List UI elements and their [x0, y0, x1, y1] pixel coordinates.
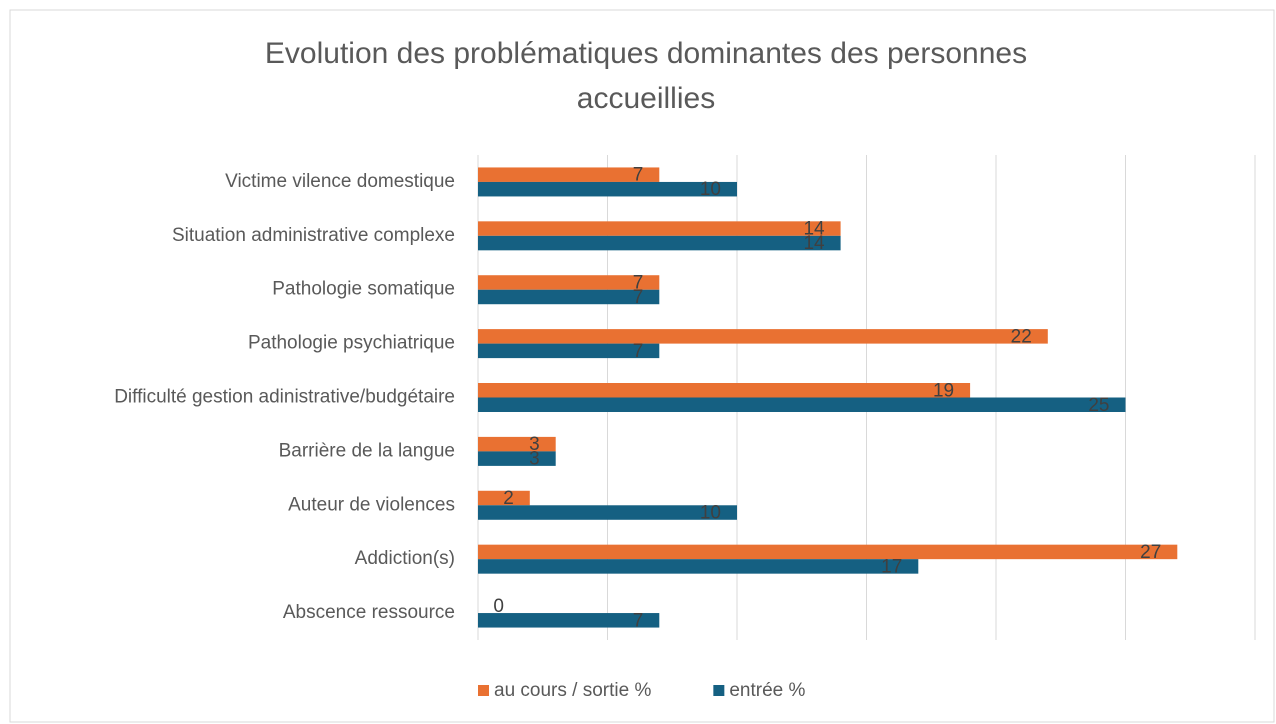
bar — [478, 490, 530, 506]
bar — [478, 451, 556, 466]
data-label: 0 — [493, 596, 504, 617]
bar — [478, 544, 1178, 560]
bar — [478, 275, 660, 290]
bar — [478, 436, 556, 452]
data-label: 19 — [933, 380, 954, 401]
bar — [478, 221, 841, 236]
bar — [478, 397, 1126, 412]
title-line: Evolution des problématiques dominantes … — [265, 37, 1027, 70]
title-line: accueillies — [577, 82, 715, 115]
data-label: 22 — [1011, 326, 1032, 347]
bar — [478, 235, 841, 251]
bar — [478, 167, 660, 182]
bar — [478, 289, 660, 305]
y-tick-label: Situation administrative complexe — [172, 225, 455, 246]
bar — [478, 181, 737, 197]
data-label: 7 — [633, 610, 644, 631]
chart-frame — [9, 9, 1275, 723]
y-tick-label: Pathologie psychiatrique — [248, 333, 455, 354]
y-tick-label: Addiction(s) — [355, 548, 455, 569]
y-tick-label: Pathologie somatique — [272, 279, 455, 300]
data-label: 14 — [803, 219, 825, 240]
legend-swatch — [478, 685, 489, 696]
legend-swatch — [713, 685, 725, 696]
bar — [478, 505, 737, 520]
data-label: 3 — [529, 434, 540, 455]
data-label: 7 — [633, 341, 644, 362]
y-tick-label: Barrière de la langue — [279, 440, 455, 461]
data-label: 3 — [529, 449, 540, 470]
bar — [478, 613, 660, 628]
data-label: 17 — [881, 556, 902, 577]
legend-label: au cours / sortie % — [494, 680, 651, 701]
data-label: 7 — [633, 272, 644, 293]
data-label: 10 — [700, 503, 721, 524]
y-tick-label: Auteur de violences — [288, 494, 455, 515]
data-label: 7 — [633, 165, 644, 186]
y-tick-label: Abscence ressource — [283, 602, 455, 623]
data-label: 10 — [700, 179, 721, 200]
data-label: 27 — [1140, 542, 1161, 563]
data-label: 7 — [633, 287, 644, 308]
bar — [478, 343, 660, 359]
data-label: 2 — [503, 488, 514, 509]
legend-label: entrée % — [729, 680, 805, 701]
bar — [478, 383, 971, 398]
chart-title: Evolution des problématiques dominantes … — [265, 37, 1027, 115]
bar — [478, 559, 919, 574]
data-label: 14 — [803, 233, 825, 254]
y-tick-label: Difficulté gestion adinistrative/budgéta… — [114, 387, 455, 408]
data-label: 25 — [1088, 395, 1109, 416]
y-tick-label: Victime vilence domestique — [225, 171, 455, 192]
bar — [478, 329, 1048, 344]
